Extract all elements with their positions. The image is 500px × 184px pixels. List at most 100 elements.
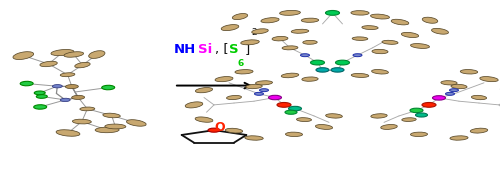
- Ellipse shape: [470, 128, 488, 133]
- Ellipse shape: [105, 124, 126, 129]
- Ellipse shape: [277, 102, 291, 107]
- Ellipse shape: [382, 40, 398, 44]
- Ellipse shape: [285, 110, 297, 114]
- Ellipse shape: [402, 118, 416, 121]
- Ellipse shape: [245, 136, 263, 140]
- Ellipse shape: [410, 108, 423, 113]
- Ellipse shape: [303, 40, 317, 44]
- Ellipse shape: [221, 25, 239, 31]
- Ellipse shape: [226, 128, 242, 133]
- Text: ]: ]: [245, 43, 250, 56]
- Ellipse shape: [351, 11, 369, 15]
- Ellipse shape: [286, 132, 302, 137]
- Ellipse shape: [291, 29, 309, 33]
- Ellipse shape: [235, 70, 253, 74]
- Ellipse shape: [371, 114, 387, 118]
- Ellipse shape: [402, 32, 418, 38]
- Ellipse shape: [353, 54, 362, 57]
- Ellipse shape: [52, 85, 62, 88]
- Ellipse shape: [282, 46, 298, 50]
- Text: 6: 6: [238, 59, 244, 68]
- Ellipse shape: [80, 107, 95, 111]
- Text: , [: , [: [215, 43, 228, 56]
- Ellipse shape: [103, 113, 120, 118]
- Ellipse shape: [268, 95, 281, 100]
- Ellipse shape: [380, 125, 398, 129]
- Ellipse shape: [352, 37, 368, 40]
- Ellipse shape: [102, 85, 114, 90]
- Ellipse shape: [252, 29, 268, 34]
- Ellipse shape: [72, 119, 92, 124]
- Ellipse shape: [391, 19, 409, 25]
- Ellipse shape: [316, 68, 329, 72]
- Ellipse shape: [370, 14, 390, 19]
- Ellipse shape: [232, 14, 248, 20]
- Ellipse shape: [372, 49, 388, 54]
- Ellipse shape: [246, 84, 262, 89]
- Ellipse shape: [302, 77, 318, 81]
- Ellipse shape: [126, 120, 146, 126]
- Ellipse shape: [74, 62, 90, 68]
- Ellipse shape: [280, 10, 300, 15]
- Ellipse shape: [460, 70, 477, 74]
- Ellipse shape: [64, 52, 84, 57]
- Ellipse shape: [256, 81, 272, 85]
- Ellipse shape: [208, 128, 220, 132]
- Ellipse shape: [310, 60, 324, 65]
- Ellipse shape: [226, 95, 242, 100]
- Ellipse shape: [326, 114, 342, 118]
- Ellipse shape: [254, 92, 264, 95]
- Ellipse shape: [331, 68, 344, 72]
- Ellipse shape: [34, 105, 46, 109]
- Ellipse shape: [282, 73, 298, 78]
- Ellipse shape: [36, 95, 48, 98]
- Ellipse shape: [300, 54, 310, 57]
- Ellipse shape: [410, 44, 430, 48]
- Ellipse shape: [451, 84, 467, 89]
- Ellipse shape: [422, 17, 438, 23]
- Ellipse shape: [261, 18, 279, 23]
- Text: NH: NH: [174, 43, 196, 56]
- Ellipse shape: [51, 49, 74, 56]
- Ellipse shape: [362, 26, 378, 30]
- Ellipse shape: [450, 89, 458, 92]
- Text: S: S: [229, 43, 238, 56]
- Ellipse shape: [60, 98, 70, 102]
- Ellipse shape: [88, 51, 105, 58]
- Ellipse shape: [480, 77, 498, 82]
- Ellipse shape: [185, 102, 203, 108]
- Ellipse shape: [195, 117, 213, 122]
- Ellipse shape: [351, 73, 369, 77]
- Ellipse shape: [422, 102, 436, 107]
- Ellipse shape: [326, 10, 340, 15]
- Ellipse shape: [40, 61, 58, 67]
- Ellipse shape: [472, 95, 486, 100]
- Ellipse shape: [20, 81, 33, 86]
- Ellipse shape: [56, 130, 80, 136]
- Ellipse shape: [60, 73, 75, 77]
- Ellipse shape: [416, 113, 428, 117]
- Ellipse shape: [296, 118, 312, 121]
- Text: O: O: [214, 121, 226, 134]
- Ellipse shape: [372, 70, 388, 74]
- Ellipse shape: [34, 91, 45, 95]
- Ellipse shape: [336, 60, 349, 65]
- Ellipse shape: [272, 36, 288, 41]
- Ellipse shape: [66, 85, 78, 89]
- Ellipse shape: [450, 136, 468, 140]
- Ellipse shape: [260, 89, 268, 92]
- Ellipse shape: [13, 52, 34, 59]
- Ellipse shape: [446, 92, 454, 95]
- Text: Si: Si: [198, 43, 212, 56]
- Ellipse shape: [288, 106, 302, 111]
- Ellipse shape: [432, 28, 448, 34]
- Text: 2-: 2-: [252, 28, 260, 37]
- Ellipse shape: [72, 95, 85, 99]
- Ellipse shape: [215, 77, 233, 82]
- Ellipse shape: [441, 81, 457, 85]
- Ellipse shape: [432, 96, 446, 100]
- Ellipse shape: [240, 40, 260, 45]
- Ellipse shape: [410, 132, 428, 137]
- Ellipse shape: [316, 125, 332, 129]
- Ellipse shape: [95, 127, 119, 133]
